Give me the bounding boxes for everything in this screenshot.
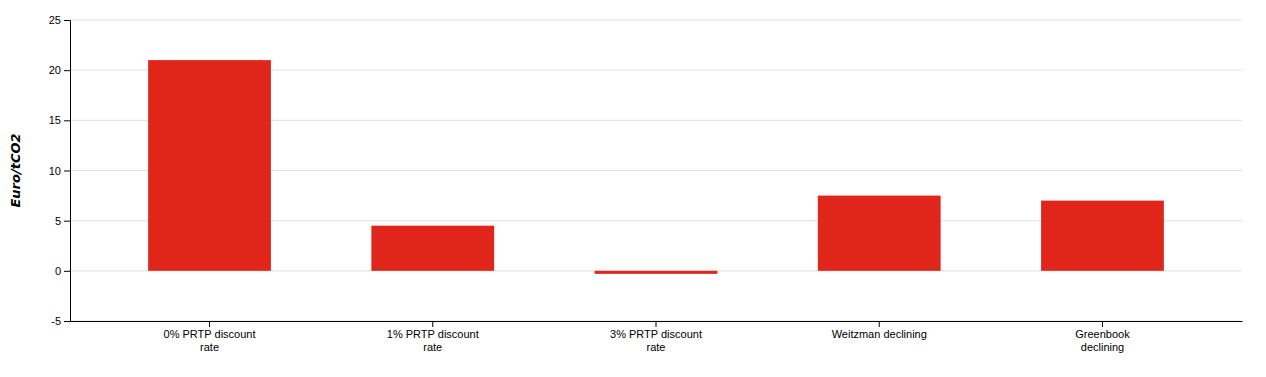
axis-line [64,21,71,322]
tick-mark [64,70,70,71]
tick: 25 [49,14,70,26]
tick-label-line: 3% PRTP discount [610,328,702,340]
y-axis: -5 0 5 10 15 20 25 [49,14,71,327]
tick-mark [656,321,657,327]
bars [148,60,1164,274]
tick: Greenbookdeclining [1075,321,1130,353]
tick-label: 25 [49,14,61,26]
bar [818,196,941,271]
plot: -505101520250% PRTP discountrate1% PRTP … [49,14,1243,353]
tick-mark [64,20,70,21]
tick: 5 [55,215,70,227]
tick-mark [64,221,70,222]
tick-label: Greenbookdeclining [1075,328,1130,353]
tick: -5 [51,315,70,327]
tick-label: 20 [49,64,61,76]
grid [70,20,1242,321]
tick-mark [64,120,70,121]
x-axis: 0% PRTP discountrate1% PRTP discountrate… [71,321,1243,353]
tick-mark [1102,321,1103,327]
tick-label: Weitzman declining [832,328,927,340]
tick-label-line: 0% PRTP discount [164,328,256,340]
tick-mark [64,321,70,322]
tick: 3% PRTP discountrate [610,321,702,353]
tick-label: 0 [55,265,61,277]
tick-label: 15 [49,114,61,126]
axis-title: Euro/tCO2 [8,133,23,207]
tick-label: -5 [51,315,61,327]
tick-label-line: 1% PRTP discount [387,328,479,340]
tick: 15 [49,114,70,126]
tick-label: 0% PRTP discountrate [164,328,256,353]
tick-label-line: rate [647,341,666,353]
tick-label-line: Greenbook [1075,328,1130,340]
tick-label: 10 [49,165,61,177]
tick: 10 [49,165,70,177]
tick-mark [209,321,210,327]
tick-mark [64,271,70,272]
tick: Weitzman declining [832,321,927,340]
tick-label-line: rate [200,341,219,353]
bar [595,271,718,274]
tick-mark [64,171,70,172]
bar [371,226,494,271]
tick: 1% PRTP discountrate [387,321,479,353]
tick-label: 3% PRTP discountrate [610,328,702,353]
tick-label-line: declining [1081,341,1124,353]
tick-label: 5 [55,215,61,227]
tick: 20 [49,64,70,76]
tick-label-line: rate [423,341,442,353]
tick: 0 [55,265,70,277]
tick-mark [879,321,880,327]
tick: 0% PRTP discountrate [164,321,256,353]
bar [148,60,271,271]
grid-line [70,20,1242,21]
tick-label-line: Weitzman declining [832,328,927,340]
chart: -505101520250% PRTP discountrate1% PRTP … [0,0,1266,377]
bar [1041,201,1164,271]
tick-label: 1% PRTP discountrate [387,328,479,353]
tick-mark [432,321,433,327]
